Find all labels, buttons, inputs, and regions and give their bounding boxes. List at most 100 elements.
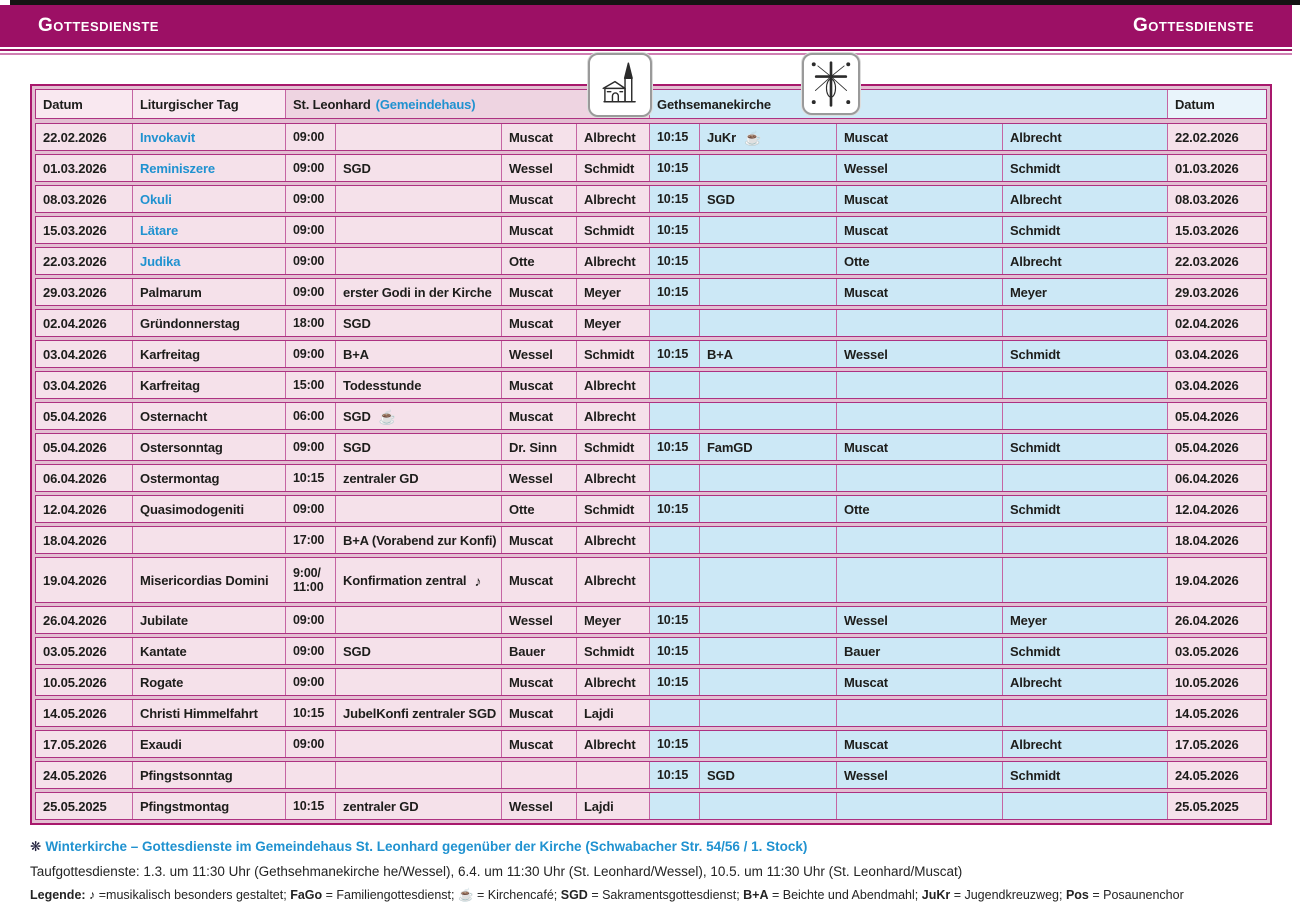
cell-date-left-text: 25.05.2025	[43, 798, 107, 814]
table-row: 05.04.2026 Osternacht 06:00 SGD ☕ Muscat Albre…	[35, 402, 1267, 430]
cell-time-left-text: 09:00	[293, 284, 325, 299]
winter-asterisk-icon: ❋	[30, 839, 42, 854]
cell-date-left-text: 26.04.2026	[43, 612, 107, 628]
cell-pastor-left-1: Muscat	[502, 310, 577, 336]
cell-pastor-left-1-text: Wessel	[509, 470, 553, 486]
cell-date-left-text: 17.05.2026	[43, 736, 107, 752]
table-row: 24.05.2026 Pfingstsonntag 10:15 SGD Wessel Sc…	[35, 761, 1267, 789]
cell-date-left-text: 03.04.2026	[43, 346, 107, 362]
cell-note-right	[700, 465, 837, 491]
cell-liturgical-day-text: Ostersonntag	[140, 439, 223, 455]
cell-time-left-text: 09:00	[293, 222, 325, 237]
cell-pastor-left-2: Albrecht	[577, 669, 650, 695]
table-row: 17.05.2026 Exaudi 09:00 Muscat Albrecht 10:15…	[35, 730, 1267, 758]
cell-pastor-right-2	[1003, 527, 1168, 553]
cell-liturgical-day-text: Palmarum	[140, 284, 202, 300]
cell-date-left-text: 18.04.2026	[43, 532, 107, 548]
cell-liturgical-day-text: Reminiszere	[140, 160, 215, 176]
table-row: 02.04.2026 Gründonnerstag 18:00 SGD Muscat Me…	[35, 309, 1267, 337]
cell-pastor-left-1-text: Muscat	[509, 736, 553, 752]
cell-liturgical-day: Kantate	[133, 638, 286, 664]
cell-note-left: SGD	[336, 310, 502, 336]
cell-date-right: 03.05.2026	[1168, 638, 1266, 664]
cell-date-right-text: 22.02.2026	[1175, 129, 1239, 145]
cell-pastor-right-1: Bauer	[837, 638, 1003, 664]
cell-note-right-text: B+A	[707, 346, 733, 362]
cell-pastor-right-2: Schmidt	[1003, 434, 1168, 460]
cell-date-left: 29.03.2026	[36, 279, 133, 305]
cell-pastor-right-1	[837, 465, 1003, 491]
cell-note-left: B+A (Vorabend zur Konfi)	[336, 527, 502, 553]
cell-liturgical-day: Exaudi	[133, 731, 286, 757]
cell-pastor-left-1-text: Muscat	[509, 129, 553, 145]
cell-pastor-right-2	[1003, 793, 1168, 819]
cell-date-left: 01.03.2026	[36, 155, 133, 181]
cell-pastor-right-2-text: Schmidt	[1010, 160, 1061, 176]
cell-liturgical-day-text: Kantate	[140, 643, 187, 659]
cell-date-right-text: 08.03.2026	[1175, 191, 1239, 207]
cell-date-left-text: 02.04.2026	[43, 315, 107, 331]
cell-liturgical-day-text: Gründonnerstag	[140, 315, 240, 331]
cell-note-left: SGD	[336, 434, 502, 460]
cell-time-left-text: 09:00	[293, 191, 325, 206]
cell-pastor-left-2: Lajdi	[577, 700, 650, 726]
cell-note-left	[336, 496, 502, 522]
cell-pastor-left-1: Muscat	[502, 372, 577, 398]
cell-time-right: 10:15	[650, 124, 700, 150]
cell-pastor-right-2-text: Albrecht	[1010, 736, 1062, 752]
cell-note-left-text: B+A (Vorabend zur Konfi)	[343, 532, 497, 548]
legend-term: Legende:	[30, 888, 86, 902]
cell-date-left: 12.04.2026	[36, 496, 133, 522]
cell-note-left-text: SGD	[343, 160, 371, 176]
cell-note-right	[700, 669, 837, 695]
cell-note-right: B+A	[700, 341, 837, 367]
cell-pastor-left-2-text: Albrecht	[584, 470, 636, 486]
cell-liturgical-day: Karfreitag	[133, 372, 286, 398]
cell-note-left: Todesstunde	[336, 372, 502, 398]
cell-time-left: 09:00	[286, 186, 336, 212]
cell-note-left	[336, 762, 502, 788]
cell-liturgical-day: Karfreitag	[133, 341, 286, 367]
cell-date-left: 22.03.2026	[36, 248, 133, 274]
cell-date-right: 01.03.2026	[1168, 155, 1266, 181]
cell-time-left: 09:00	[286, 607, 336, 633]
cell-liturgical-day: Quasimodogeniti	[133, 496, 286, 522]
cell-pastor-right-1-text: Muscat	[844, 674, 888, 690]
cell-pastor-left-2: Schmidt	[577, 217, 650, 243]
cell-pastor-left-2: Albrecht	[577, 186, 650, 212]
legend-text: = Beichte und Abendmahl;	[768, 888, 922, 902]
music-icon: ♪	[474, 572, 482, 589]
cell-date-right: 24.05.2026	[1168, 762, 1266, 788]
cell-time-left-text: 06:00	[293, 408, 325, 423]
cell-time-right: 10:15	[650, 155, 700, 181]
cell-pastor-left-1: Wessel	[502, 341, 577, 367]
cell-time-left-text: 09:00	[293, 501, 325, 516]
cell-pastor-left-1: Muscat	[502, 124, 577, 150]
cell-date-right: 05.04.2026	[1168, 403, 1266, 429]
cell-note-left: Konfirmation zentral ♪	[336, 558, 502, 602]
cell-liturgical-day: Palmarum	[133, 279, 286, 305]
table-body: 22.02.2026 Invokavit 09:00 Muscat Albrecht 10…	[35, 123, 1267, 820]
cell-date-left: 08.03.2026	[36, 186, 133, 212]
cell-pastor-left-2-text: Lajdi	[584, 705, 614, 721]
cell-date-left-text: 22.03.2026	[43, 253, 107, 269]
cell-note-left-text: Todesstunde	[343, 377, 422, 393]
cell-date-left-text: 10.05.2026	[43, 674, 107, 690]
cell-pastor-right-2-text: Albrecht	[1010, 674, 1062, 690]
cell-date-right-text: 19.04.2026	[1175, 572, 1239, 588]
cell-date-left-text: 03.04.2026	[43, 377, 107, 393]
cell-note-left-text: JubelKonfi zentraler SGD	[343, 705, 497, 721]
cell-pastor-right-2: Meyer	[1003, 279, 1168, 305]
cell-date-right: 19.04.2026	[1168, 558, 1266, 602]
cell-pastor-left-2: Schmidt	[577, 155, 650, 181]
cell-time-left: 09:00	[286, 155, 336, 181]
cell-date-left: 26.04.2026	[36, 607, 133, 633]
cell-note-right: FamGD	[700, 434, 837, 460]
cell-time-left-text: 9:00/ 11:00	[293, 566, 324, 594]
cell-note-right	[700, 527, 837, 553]
cell-note-right	[700, 403, 837, 429]
cell-note-left: zentraler GD	[336, 465, 502, 491]
cell-time-right-text: 10:15	[657, 674, 689, 689]
cell-pastor-right-1: Muscat	[837, 279, 1003, 305]
cell-date-right-text: 03.04.2026	[1175, 377, 1239, 393]
